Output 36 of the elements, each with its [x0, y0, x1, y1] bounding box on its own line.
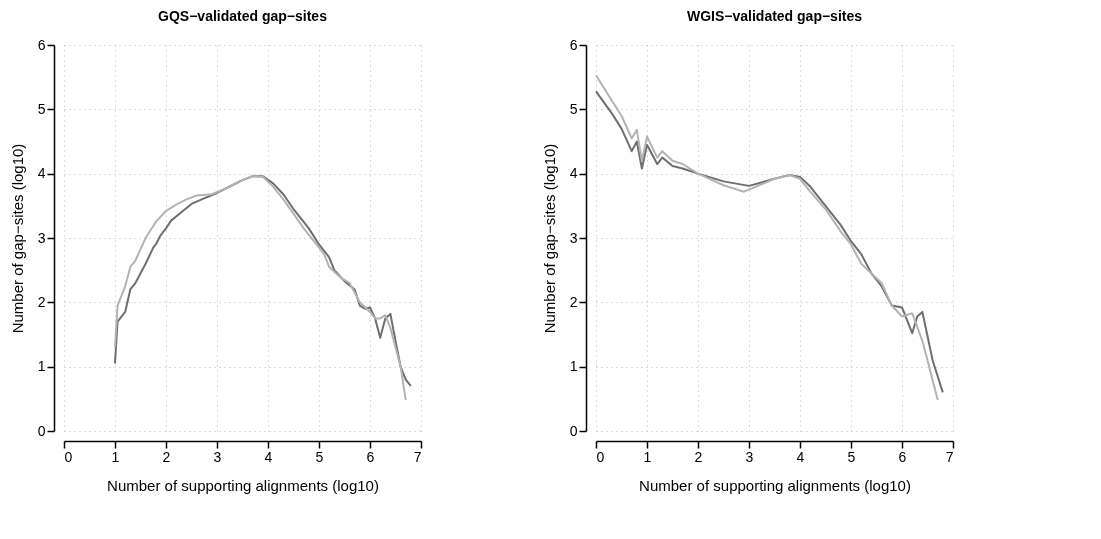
x-tick-label: 2 — [162, 448, 171, 465]
y-tick-label: 4 — [569, 165, 578, 182]
x-tick-label: 5 — [847, 448, 856, 465]
x-tick-label: 5 — [315, 448, 324, 465]
y-tick-label: 3 — [37, 229, 46, 246]
y-tick-label: 1 — [37, 358, 46, 375]
x-tick-label: 6 — [366, 448, 375, 465]
y-tick-label: 5 — [569, 100, 578, 117]
y-tick-label: 6 — [37, 36, 46, 53]
x-tick-label: 3 — [213, 448, 222, 465]
chart-title: GQS−validated gap−sites — [158, 8, 328, 24]
x-axis-title: Number of supporting alignments (log10) — [107, 476, 379, 494]
x-tick-label: 4 — [796, 448, 805, 465]
x-tick-label: 0 — [64, 448, 73, 465]
y-tick-label: 3 — [569, 229, 578, 246]
x-tick-label: 7 — [413, 448, 422, 465]
y-axis-title: Number of gap−sites (log10) — [8, 143, 26, 334]
x-tick-label: 3 — [745, 448, 754, 465]
y-tick-label: 2 — [569, 293, 578, 310]
y-tick-label: 5 — [37, 100, 46, 117]
x-tick-label: 6 — [898, 448, 907, 465]
x-tick-label: 1 — [643, 448, 652, 465]
x-tick-label: 2 — [694, 448, 703, 465]
x-tick-label: 0 — [596, 448, 605, 465]
y-axis-title: Number of gap−sites (log10) — [540, 143, 558, 334]
x-tick-label: 4 — [264, 448, 273, 465]
y-tick-label: 0 — [569, 422, 578, 439]
y-tick-label: 6 — [569, 36, 578, 53]
x-tick-label: 1 — [111, 448, 120, 465]
y-tick-label: 4 — [37, 165, 46, 182]
y-tick-label: 0 — [37, 422, 46, 439]
x-axis-title: Number of supporting alignments (log10) — [639, 476, 911, 494]
x-tick-label: 7 — [945, 448, 954, 465]
y-tick-label: 1 — [569, 358, 578, 375]
y-tick-label: 2 — [37, 293, 46, 310]
chart-title: WGIS−validated gap−sites — [686, 8, 863, 24]
